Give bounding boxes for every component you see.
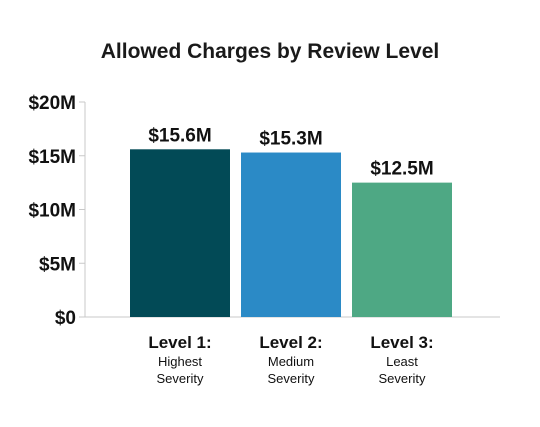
chart-title: Allowed Charges by Review Level xyxy=(101,40,439,63)
data-label: $15.3M xyxy=(259,129,322,150)
data-labels: $15.6M $15.3M $12.5M xyxy=(148,125,433,179)
category-subtitle: Medium xyxy=(268,354,314,369)
category-title: Level 3: xyxy=(370,333,433,352)
y-tick-label: $15M xyxy=(28,147,76,168)
category-title: Level 1: xyxy=(148,333,211,352)
y-tick-labels: $0 $5M $10M $15M $20M xyxy=(28,93,85,329)
category-subtitle: Severity xyxy=(157,371,204,386)
category-subtitle: Severity xyxy=(379,371,426,386)
y-tick-label: $5M xyxy=(39,254,76,275)
category-title: Level 2: xyxy=(259,333,322,352)
y-tick-label: $20M xyxy=(28,93,76,114)
bar xyxy=(352,182,452,317)
y-tick-label: $0 xyxy=(55,308,76,329)
data-label: $12.5M xyxy=(370,159,433,180)
bar xyxy=(130,149,230,317)
data-label: $15.6M xyxy=(148,125,211,146)
category-labels: Level 1: Highest Severity Level 2: Medium Sev… xyxy=(148,333,433,386)
category-subtitle: Least xyxy=(386,354,418,369)
bar xyxy=(241,152,341,317)
category-subtitle: Severity xyxy=(268,371,315,386)
bars xyxy=(130,149,452,317)
category-subtitle: Highest xyxy=(158,354,202,369)
y-tick-label: $10M xyxy=(28,201,76,222)
